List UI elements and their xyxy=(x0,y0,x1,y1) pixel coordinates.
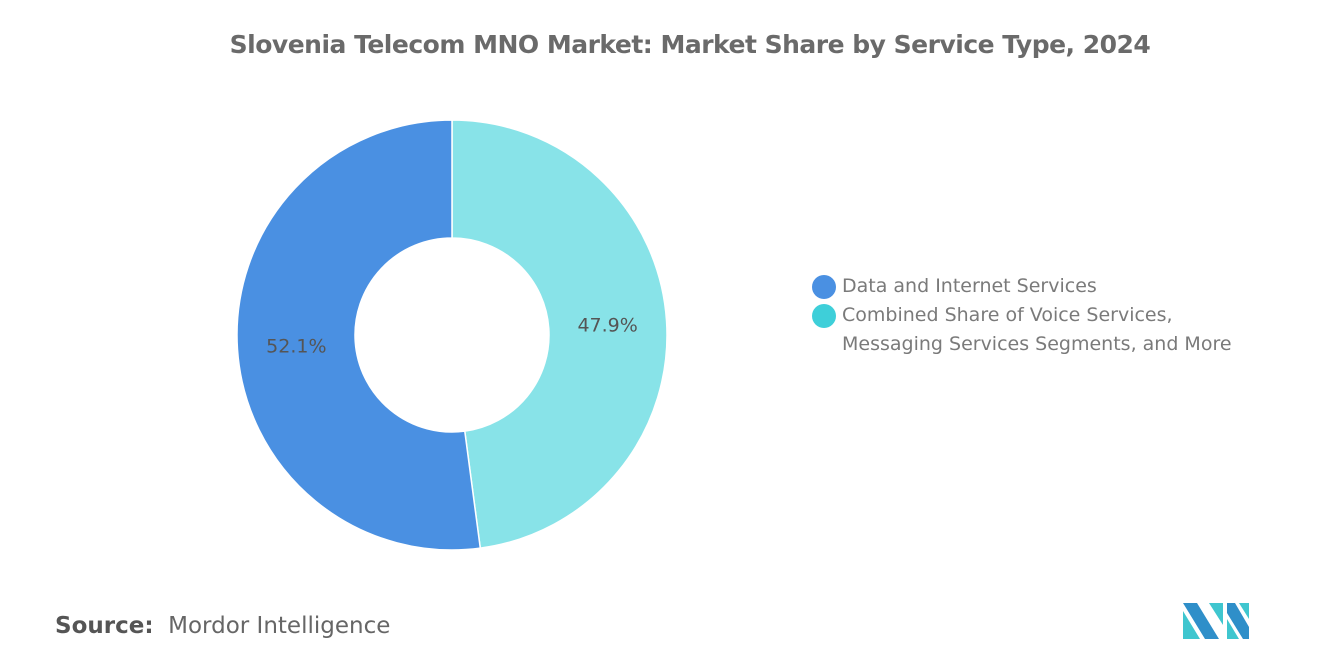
slice-label: 52.1% xyxy=(266,335,326,357)
legend-dot-icon xyxy=(812,275,836,299)
source-label: Source: xyxy=(55,613,154,639)
mordor-logo-icon xyxy=(1183,603,1249,639)
slice-1 xyxy=(236,119,482,551)
slice-label: 47.9% xyxy=(577,315,637,337)
legend: Data and Internet Services Combined Shar… xyxy=(812,272,1232,359)
slice-0 xyxy=(451,119,668,549)
legend-dot-icon xyxy=(812,304,836,328)
source-value: Mordor Intelligence xyxy=(168,613,391,639)
legend-label: Messaging Services Segments, and More xyxy=(842,333,1232,355)
chart-title: Slovenia Telecom MNO Market: Market Shar… xyxy=(229,30,1151,59)
legend-item-data: Data and Internet Services xyxy=(812,272,1232,301)
legend-label: Data and Internet Services xyxy=(842,275,1097,297)
source-note: Source: Mordor Intelligence xyxy=(55,613,390,639)
legend-item-combined: Combined Share of Voice Services, Messag… xyxy=(812,301,1232,359)
legend-label: Combined Share of Voice Services, xyxy=(842,304,1173,326)
